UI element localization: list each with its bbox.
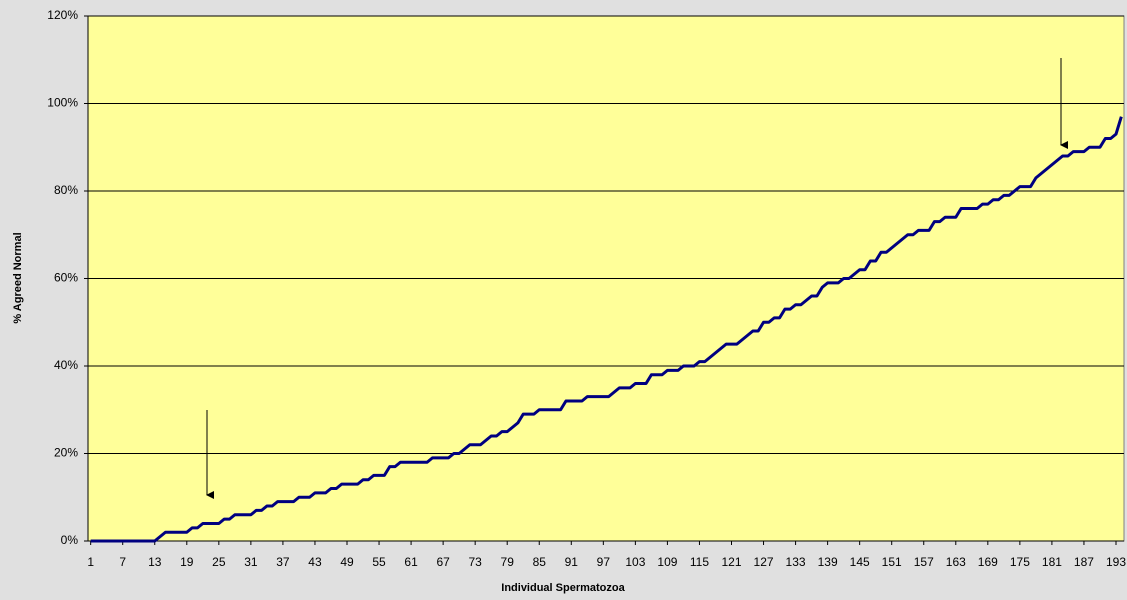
x-tick-label: 187 bbox=[1074, 555, 1094, 569]
x-tick-label: 169 bbox=[978, 555, 998, 569]
x-tick-label: 145 bbox=[850, 555, 870, 569]
x-tick-label: 73 bbox=[468, 555, 482, 569]
x-tick-label: 133 bbox=[786, 555, 806, 569]
y-tick-label: 120% bbox=[47, 8, 78, 22]
x-tick-label: 103 bbox=[625, 555, 645, 569]
x-tick-label: 19 bbox=[180, 555, 194, 569]
x-tick-label: 181 bbox=[1042, 555, 1062, 569]
x-tick-label: 91 bbox=[565, 555, 579, 569]
x-tick-label: 127 bbox=[754, 555, 774, 569]
x-tick-label: 25 bbox=[212, 555, 226, 569]
y-tick-label: 40% bbox=[54, 358, 78, 372]
x-tick-label: 55 bbox=[372, 555, 386, 569]
x-tick-label: 115 bbox=[690, 555, 709, 569]
x-tick-label: 7 bbox=[119, 555, 126, 569]
plot-layer: 0% 20% 40% 60% 80% 100% 120% 1 7 13 19 25 31 37 43 49 55… bbox=[47, 8, 1126, 569]
x-tick-label: 139 bbox=[818, 555, 838, 569]
x-tick-label: 79 bbox=[501, 555, 515, 569]
y-tick-label: 20% bbox=[54, 446, 78, 460]
x-tick-label: 97 bbox=[597, 555, 611, 569]
x-tick-label: 121 bbox=[721, 555, 741, 569]
x-tick-label: 67 bbox=[436, 555, 450, 569]
x-tick-label: 1 bbox=[87, 555, 94, 569]
x-tick-label: 31 bbox=[244, 555, 258, 569]
x-tick-label: 109 bbox=[657, 555, 677, 569]
x-axis-title: Individual Spermatozoa bbox=[501, 582, 625, 594]
y-axis-title: % Agreed Normal bbox=[12, 232, 24, 323]
x-tick-label: 13 bbox=[148, 555, 162, 569]
x-tick-label: 61 bbox=[404, 555, 418, 569]
x-tick-label: 175 bbox=[1010, 555, 1030, 569]
x-tick-label: 85 bbox=[533, 555, 547, 569]
x-tick-label: 157 bbox=[914, 555, 934, 569]
y-tick-label: 0% bbox=[61, 533, 79, 547]
y-tick-label: 100% bbox=[47, 96, 78, 110]
data-line bbox=[90, 116, 1123, 543]
y-tick-label: 60% bbox=[54, 271, 78, 285]
x-tick-label: 193 bbox=[1106, 555, 1126, 569]
x-tick-label: 163 bbox=[946, 555, 966, 569]
x-tick-label: 49 bbox=[340, 555, 354, 569]
x-tick-label: 37 bbox=[276, 555, 290, 569]
x-tick-label: 151 bbox=[882, 555, 902, 569]
y-tick-label: 80% bbox=[54, 183, 78, 197]
x-tick-label: 43 bbox=[308, 555, 322, 569]
